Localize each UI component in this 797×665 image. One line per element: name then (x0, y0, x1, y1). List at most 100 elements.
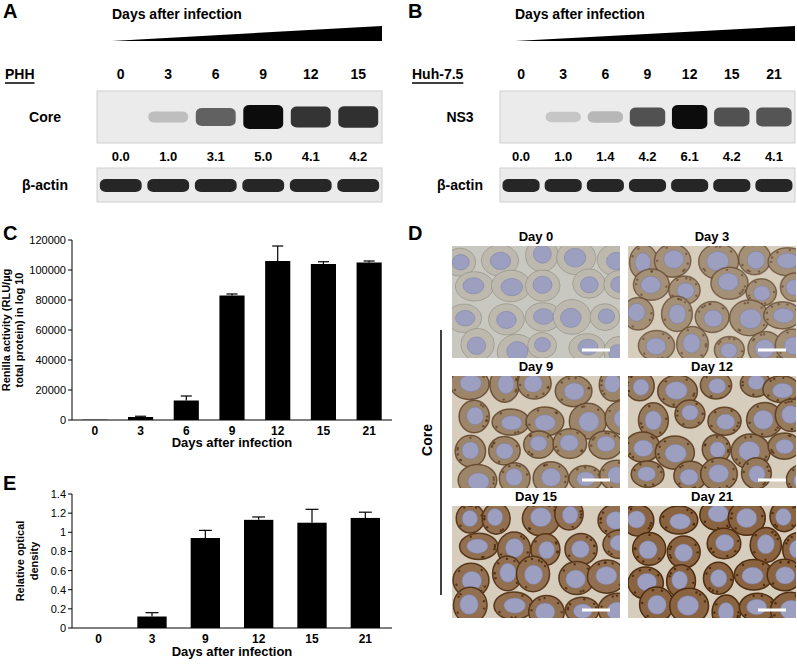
stain-granule (694, 544, 696, 546)
stain-granule (630, 508, 632, 510)
y-tick (68, 420, 72, 421)
lane-label: 9 (644, 66, 652, 82)
cell (604, 336, 620, 358)
cell (452, 376, 489, 400)
stain-granule (600, 605, 602, 607)
stain-granule (742, 384, 744, 386)
x-tick-label: 0 (95, 632, 102, 646)
y-tick (68, 628, 72, 629)
stain-granule (665, 418, 667, 420)
stain-granule (561, 381, 563, 383)
stain-granule (730, 579, 732, 581)
stain-granule (704, 443, 706, 445)
stain-granule (715, 246, 717, 248)
stain-granule (777, 538, 779, 540)
stain-granule (728, 337, 730, 339)
stain-granule (743, 471, 745, 473)
stain-granule (677, 298, 679, 300)
nucleus (748, 376, 765, 390)
stain-granule (763, 333, 765, 335)
nucleus (498, 376, 514, 394)
stain-granule (493, 548, 495, 550)
cell (518, 376, 552, 399)
stain-granule (555, 411, 557, 413)
cell (524, 431, 555, 458)
stain-granule (602, 512, 604, 514)
stain-granule (600, 517, 602, 519)
loading-band (503, 179, 540, 192)
stain-granule (762, 563, 764, 565)
stain-granule (657, 357, 659, 358)
nucleus (490, 252, 510, 269)
stain-granule (662, 516, 664, 518)
cell-stain (786, 465, 796, 488)
stain-granule (604, 561, 606, 563)
cell-stain (555, 376, 592, 407)
stain-granule (773, 614, 775, 616)
nucleus (501, 416, 522, 430)
stain-granule (483, 515, 485, 517)
nucleus (776, 509, 792, 526)
bar (357, 263, 382, 421)
stain-granule (764, 559, 766, 561)
stain-granule (665, 380, 667, 382)
y-tick-label: 1.2 (51, 507, 66, 519)
cell (741, 458, 771, 488)
nucleus (677, 596, 698, 616)
nucleus (507, 342, 528, 358)
loading-band (147, 179, 189, 192)
stain-granule (628, 390, 630, 392)
stain-granule (744, 285, 746, 287)
stain-granule (650, 436, 652, 438)
stain-granule (777, 399, 779, 401)
stain-granule (688, 309, 690, 311)
stain-granule (586, 536, 588, 538)
image-label: Day 3 (695, 229, 730, 244)
stain-granule (650, 522, 652, 524)
scale-bar (758, 479, 786, 482)
stain-granule (682, 423, 684, 425)
image-label: Day 21 (691, 489, 733, 504)
nucleus (496, 443, 513, 459)
lane-label: 12 (682, 66, 698, 82)
nucleus (535, 338, 551, 352)
stain-granule (660, 471, 662, 473)
stain-granule (792, 506, 794, 508)
nucleus (533, 246, 551, 263)
stain-granule (673, 404, 675, 406)
cell-stain (670, 588, 709, 618)
stain-granule (659, 432, 661, 434)
loading-band (100, 179, 142, 192)
cell (633, 269, 669, 300)
nucleus (680, 469, 698, 485)
stain-granule (686, 509, 688, 511)
scale-bar (582, 349, 610, 352)
band-quantification: 5.0 (254, 149, 272, 164)
stain-granule (528, 451, 530, 453)
stain-granule (614, 435, 616, 437)
stain-granule (717, 343, 719, 345)
stain-granule (721, 376, 723, 377)
cell-stain (750, 528, 781, 563)
lane-label: 0 (517, 66, 525, 82)
band-quantification: 4.2 (349, 149, 367, 164)
stain-granule (709, 303, 711, 305)
stain-granule (684, 301, 686, 303)
stain-granule (500, 553, 502, 555)
y-tick (68, 551, 72, 552)
micrograph (628, 506, 796, 618)
nucleus (535, 603, 555, 618)
cell (494, 592, 533, 618)
cell (711, 267, 748, 299)
nucleus (467, 337, 485, 355)
stain-granule (618, 462, 620, 464)
stain-granule (770, 380, 772, 382)
stain-granule (668, 575, 670, 577)
cell-stain (741, 458, 771, 488)
stain-granule (712, 551, 714, 553)
stain-granule (608, 550, 610, 552)
stain-granule (705, 376, 707, 378)
cell (677, 327, 709, 358)
stain-granule (726, 443, 728, 445)
cell (767, 559, 796, 590)
